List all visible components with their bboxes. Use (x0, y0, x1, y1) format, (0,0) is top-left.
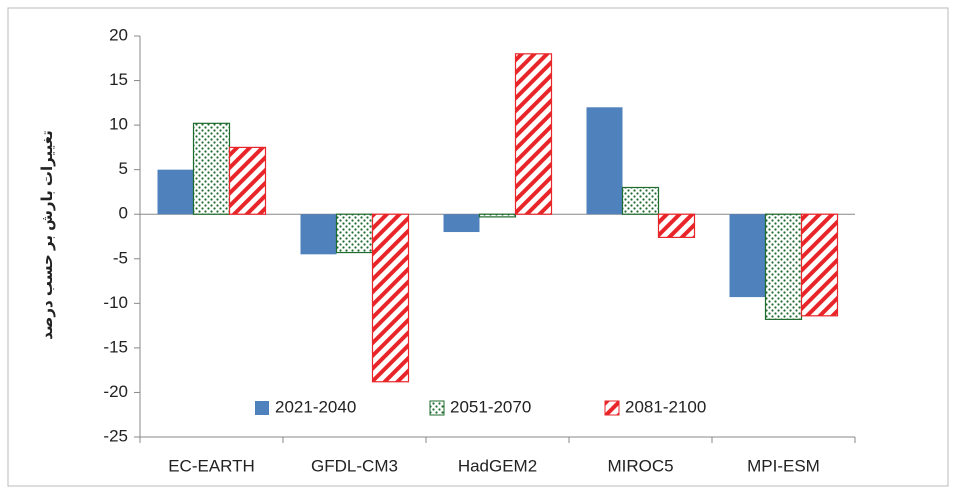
y-tick-label: 20 (109, 25, 128, 44)
bar (371, 213, 410, 383)
x-tick-label: HadGEM2 (458, 456, 537, 475)
bar (586, 107, 623, 215)
bar (443, 214, 480, 233)
bar (514, 53, 553, 215)
bar (478, 213, 517, 218)
y-tick-label: -20 (103, 382, 128, 401)
bar (157, 169, 194, 215)
legend-swatch (429, 400, 445, 416)
y-tick-label: 0 (119, 204, 128, 223)
y-tick-label: 10 (109, 115, 128, 134)
y-tick-label: 15 (109, 70, 128, 89)
legend-label: 2051-2070 (450, 397, 531, 416)
bar (335, 213, 374, 254)
bar (729, 214, 766, 298)
bar (192, 122, 231, 215)
x-tick-label: MPI-ESM (747, 456, 820, 475)
x-tick-label: GFDL-CM3 (311, 456, 398, 475)
y-axis-label: تغییرات بارش بر حسب درصد (39, 130, 56, 340)
bar (764, 213, 803, 320)
legend-swatch (604, 400, 620, 416)
y-tick-label: -10 (103, 293, 128, 312)
y-tick-label: -25 (103, 426, 128, 445)
y-tick-label: -15 (103, 337, 128, 356)
legend-label: 2021-2040 (275, 397, 356, 416)
bar (228, 146, 267, 215)
y-tick-label: -5 (113, 248, 128, 267)
x-tick-label: MIROC5 (607, 456, 673, 475)
x-tick-label: EC-EARTH (168, 456, 255, 475)
legend-label: 2081-2100 (625, 397, 706, 416)
bar (800, 213, 839, 317)
legend-swatch (255, 401, 269, 415)
bar (657, 213, 696, 238)
bar (621, 186, 660, 215)
y-tick-label: 5 (119, 159, 128, 178)
bar (300, 214, 337, 255)
